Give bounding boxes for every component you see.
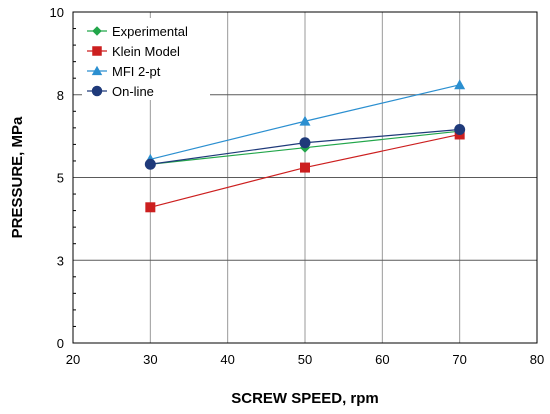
data-point	[299, 137, 311, 149]
data-series	[144, 79, 466, 213]
data-point	[454, 124, 466, 136]
y-tick-label: 0	[57, 336, 64, 351]
x-tick-label: 40	[220, 352, 234, 367]
data-point	[300, 162, 310, 173]
legend-marker	[91, 85, 103, 97]
y-tick-label: 3	[57, 253, 64, 268]
legend-item: Klein Model	[87, 44, 180, 59]
data-point	[144, 158, 156, 170]
legend-label: Experimental	[112, 24, 188, 39]
x-tick-label: 70	[452, 352, 466, 367]
x-axis-title: SCREW SPEED, rpm	[231, 390, 379, 407]
legend-marker	[92, 46, 102, 56]
legend-label: Klein Model	[112, 44, 180, 59]
legend-label: On-line	[112, 84, 154, 99]
legend-background	[82, 18, 210, 100]
x-tick-label: 60	[375, 352, 389, 367]
series-on-line	[144, 124, 466, 170]
legend-marker	[92, 26, 102, 36]
plot-area-frame	[72, 11, 538, 344]
y-axis-tick-labels: 0 3 5 8 10	[50, 5, 64, 351]
legend-label: MFI 2-pt	[112, 64, 161, 79]
legend-marker	[91, 65, 103, 76]
x-tick-label: 20	[66, 352, 80, 367]
x-tick-label: 50	[298, 352, 312, 367]
legend-item: MFI 2-pt	[87, 64, 161, 79]
y-axis-minor-ticks	[73, 28, 76, 327]
legend-item: On-line	[87, 84, 154, 99]
data-point	[454, 79, 466, 90]
y-tick-label: 8	[57, 88, 64, 103]
x-tick-label: 80	[530, 352, 544, 367]
y-tick-label: 5	[57, 171, 64, 186]
data-point	[299, 115, 311, 126]
grid-lines	[73, 12, 537, 343]
data-point	[145, 202, 156, 213]
y-tick-label: 10	[50, 5, 64, 20]
x-axis-tick-labels: 20 30 40 50 60 70 80	[66, 352, 544, 367]
y-axis-title: PRESSURE, MPa	[9, 116, 26, 238]
legend-item: Experimental	[87, 24, 188, 39]
legend: Experimental Klein Model MFI 2-pt On-line	[82, 18, 210, 100]
x-tick-label: 30	[143, 352, 157, 367]
